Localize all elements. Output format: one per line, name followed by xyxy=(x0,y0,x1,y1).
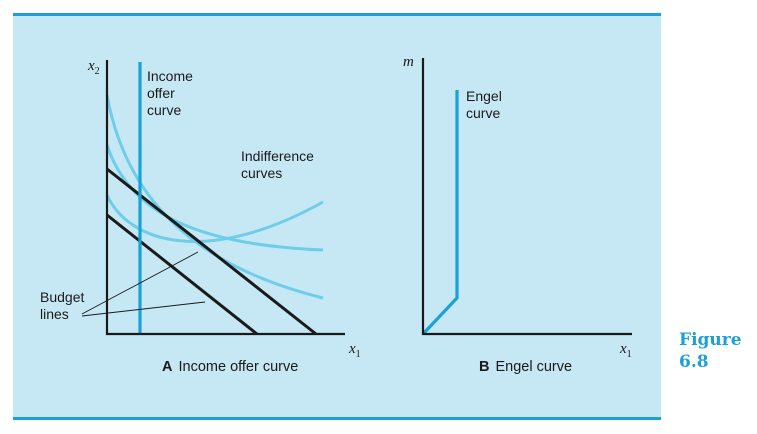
indifference-curves-label: Indifference curves xyxy=(241,148,318,181)
engel-curve xyxy=(421,90,459,336)
panel-a: x2 x1 Income offer curve Indifference cu… xyxy=(40,58,361,375)
figure-number: 6.8 xyxy=(679,352,709,372)
figure-word: Figure xyxy=(679,330,742,350)
panel-a-axes xyxy=(105,60,345,336)
indifference-curve-3 xyxy=(105,194,324,243)
budget-line-outer xyxy=(106,167,317,336)
top-rule xyxy=(13,13,661,16)
budget-leader-upper xyxy=(81,251,199,315)
budget-line-inner xyxy=(106,213,258,336)
panel-a-caption: A Income offer curve xyxy=(162,359,298,375)
panel-a-x-axis-label: x1 xyxy=(348,341,361,360)
bottom-rule xyxy=(13,417,661,420)
figure-tag: Figure 6.8 xyxy=(679,329,749,373)
panel-b: m x1 Engel curve B Engel curve xyxy=(403,54,632,375)
budget-lines-label: Budget lines xyxy=(40,289,88,322)
budget-leader-lower xyxy=(81,301,206,317)
panel-b-caption: B Engel curve xyxy=(479,359,572,375)
panel-b-axes xyxy=(421,58,632,336)
indifference-curve-2 xyxy=(105,144,324,252)
income-offer-label: Income offer curve xyxy=(147,68,197,118)
panel-a-y-axis-label: x2 xyxy=(87,58,100,77)
panel-b-x-axis-label: x1 xyxy=(619,341,632,360)
engel-curve-label: Engel curve xyxy=(466,88,506,121)
panel-b-y-axis-label: m xyxy=(403,54,414,70)
